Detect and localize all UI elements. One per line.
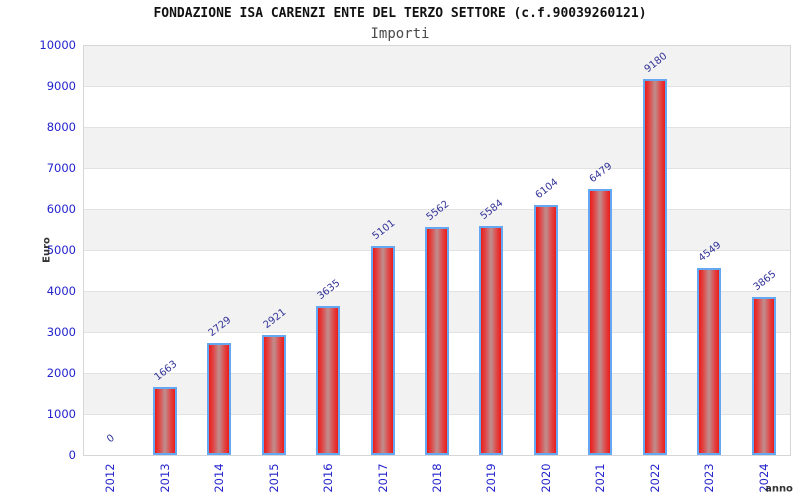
x-tick-label: 2021 <box>593 463 607 493</box>
y-tick-label: 6000 <box>46 202 76 216</box>
gridline <box>84 85 790 87</box>
chart-title: FONDAZIONE ISA CARENZI ENTE DEL TERZO SE… <box>153 6 647 21</box>
bar <box>752 297 776 455</box>
y-tick-label: 7000 <box>46 161 76 175</box>
y-tick-label: 2000 <box>46 366 76 380</box>
bar <box>425 227 449 455</box>
x-tick-label: 2014 <box>212 463 226 493</box>
x-tick-label: 2022 <box>648 463 662 493</box>
bar <box>207 343 231 455</box>
y-tick-label: 3000 <box>46 325 76 339</box>
bar <box>479 226 503 455</box>
y-tick-label: 4000 <box>46 284 76 298</box>
chart-subtitle: Importi <box>370 26 430 42</box>
x-tick-label: 2018 <box>430 463 444 493</box>
bar <box>153 387 177 455</box>
y-tick-label: 9000 <box>46 79 76 93</box>
gridline <box>84 126 790 128</box>
bar <box>316 306 340 455</box>
y-axis-label: Euro <box>41 237 53 263</box>
x-tick-label: 2017 <box>376 463 390 493</box>
x-axis-label: anno <box>765 483 793 495</box>
y-tick-label: 10000 <box>39 38 76 52</box>
bar <box>697 268 721 455</box>
bar <box>534 205 558 455</box>
y-tick-label: 5000 <box>46 243 76 257</box>
gridline <box>84 167 790 169</box>
x-tick-label: 2023 <box>702 463 716 493</box>
x-tick-label: 2015 <box>267 463 281 493</box>
x-tick-label: 2016 <box>321 463 335 493</box>
gridline <box>84 208 790 210</box>
x-tick-label: 2013 <box>158 463 172 493</box>
bar <box>262 335 286 455</box>
y-tick-label: 1000 <box>46 407 76 421</box>
y-tick-label: 8000 <box>46 120 76 134</box>
y-tick-label: 0 <box>68 448 76 462</box>
x-tick-label: 2012 <box>103 463 117 493</box>
x-tick-label: 2020 <box>539 463 553 493</box>
bar <box>643 79 667 455</box>
bar <box>371 246 395 455</box>
bar <box>588 189 612 455</box>
x-tick-label: 2019 <box>484 463 498 493</box>
